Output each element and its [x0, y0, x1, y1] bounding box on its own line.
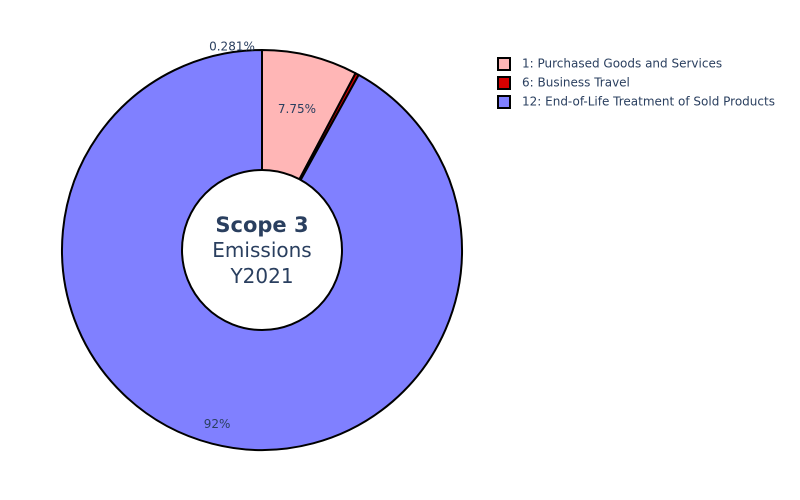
legend-swatch [497, 57, 511, 71]
legend-swatch [497, 76, 511, 90]
center-line-2: Y2021 [229, 264, 293, 288]
slice-label-1: 7.75% [278, 102, 316, 116]
legend-item-2[interactable]: 6: Business Travel [497, 76, 630, 90]
donut-hole [181, 169, 343, 331]
center-title: Scope 3 [215, 213, 308, 237]
legend-label: 6: Business Travel [522, 76, 630, 90]
legend: 1: Purchased Goods and Services 6: Busine… [497, 57, 775, 109]
center-line-1: Emissions [212, 238, 311, 262]
slice-label-3: 92% [204, 417, 231, 431]
slice-labels: 7.75% 0.281% 92% [204, 40, 316, 431]
legend-label: 1: Purchased Goods and Services [522, 57, 722, 71]
legend-swatch [497, 95, 511, 109]
center-text: Scope 3 Emissions Y2021 [212, 213, 311, 288]
legend-label: 12: End-of-Life Treatment of Sold Produc… [522, 95, 775, 109]
legend-item-3[interactable]: 12: End-of-Life Treatment of Sold Produc… [497, 95, 775, 109]
slice-label-2: 0.281% [209, 40, 255, 54]
legend-item-1[interactable]: 1: Purchased Goods and Services [497, 57, 722, 71]
